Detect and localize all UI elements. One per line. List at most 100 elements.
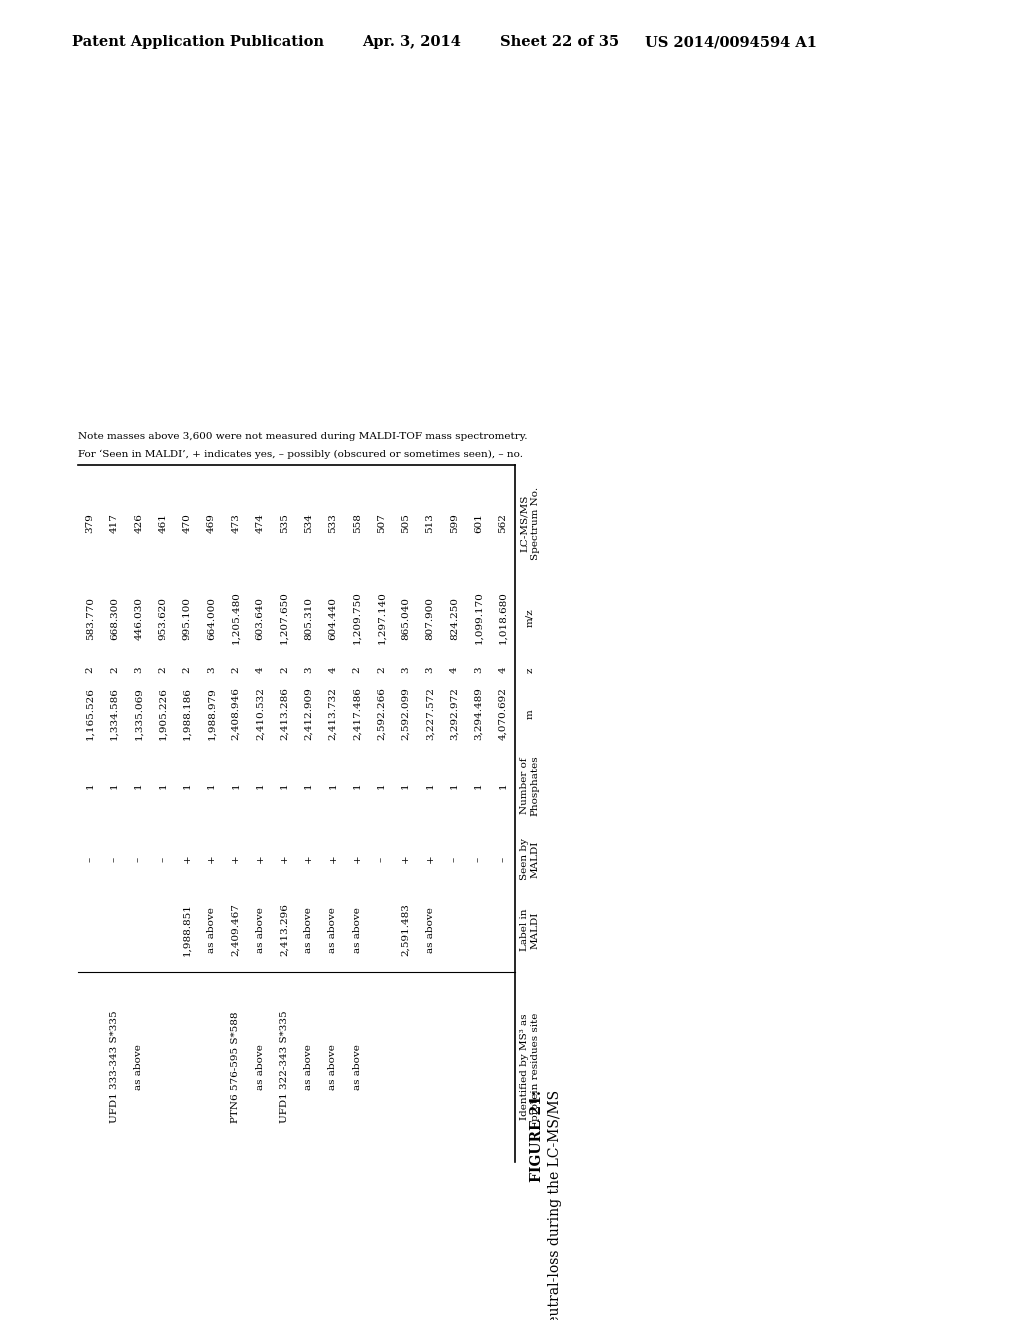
Text: 535: 535 xyxy=(280,513,289,533)
Text: Properties of the peptides that were observed to undergo neutral-loss during the: Properties of the peptides that were obs… xyxy=(548,1090,579,1320)
Text: 2,591.483: 2,591.483 xyxy=(401,904,411,957)
Text: 469: 469 xyxy=(207,513,216,533)
Text: 2,408.946: 2,408.946 xyxy=(231,688,241,741)
Text: 604.440: 604.440 xyxy=(329,597,338,639)
Text: 805.310: 805.310 xyxy=(304,597,313,639)
Text: 3,292.972: 3,292.972 xyxy=(450,688,459,741)
Text: 2: 2 xyxy=(352,667,361,673)
Text: 1: 1 xyxy=(426,783,434,789)
Text: 3: 3 xyxy=(304,667,313,673)
Text: 2: 2 xyxy=(377,667,386,673)
Text: 534: 534 xyxy=(304,513,313,533)
Text: 3,227.572: 3,227.572 xyxy=(426,688,434,741)
Text: 1: 1 xyxy=(329,783,338,789)
Text: 4: 4 xyxy=(256,667,264,673)
Text: 1: 1 xyxy=(231,783,241,789)
Text: m: m xyxy=(525,709,535,719)
Text: US 2014/0094594 A1: US 2014/0094594 A1 xyxy=(645,36,817,49)
Text: 4,070.692: 4,070.692 xyxy=(499,688,507,741)
Text: PTN6 576-595 S*588: PTN6 576-595 S*588 xyxy=(231,1011,241,1123)
Text: 2,592.099: 2,592.099 xyxy=(401,688,411,741)
Text: as above: as above xyxy=(352,1044,361,1090)
Text: 1: 1 xyxy=(377,783,386,789)
Text: –: – xyxy=(159,857,168,862)
Text: 1,335.069: 1,335.069 xyxy=(134,688,143,741)
Text: 1: 1 xyxy=(110,783,119,789)
Text: 513: 513 xyxy=(426,513,434,533)
Text: as above: as above xyxy=(256,1044,264,1090)
Text: 473: 473 xyxy=(231,513,241,533)
Text: 2: 2 xyxy=(110,667,119,673)
Text: 2,413.296: 2,413.296 xyxy=(280,904,289,957)
Text: Note masses above 3,600 were not measured during MALDI-TOF mass spectrometry.: Note masses above 3,600 were not measure… xyxy=(78,432,527,441)
Text: as above: as above xyxy=(207,907,216,953)
Text: 558: 558 xyxy=(352,513,361,533)
Text: FIGURE 21:: FIGURE 21: xyxy=(530,1090,544,1181)
Text: Number of
Phosphates: Number of Phosphates xyxy=(520,755,540,816)
Text: 2,413.286: 2,413.286 xyxy=(280,688,289,741)
Text: –: – xyxy=(110,857,119,862)
Text: 3: 3 xyxy=(474,667,483,673)
Text: 583.770: 583.770 xyxy=(86,597,94,639)
Text: as above: as above xyxy=(352,907,361,953)
Text: Seen by
MALDI: Seen by MALDI xyxy=(520,838,540,880)
Text: +: + xyxy=(304,854,313,863)
Text: 599: 599 xyxy=(450,513,459,533)
Text: 1: 1 xyxy=(86,783,94,789)
Text: 2,592.266: 2,592.266 xyxy=(377,688,386,741)
Text: –: – xyxy=(86,857,94,862)
Text: 601: 601 xyxy=(474,513,483,533)
Text: 446.030: 446.030 xyxy=(134,597,143,639)
Text: 379: 379 xyxy=(86,513,94,533)
Text: +: + xyxy=(207,854,216,863)
Text: 1,099.170: 1,099.170 xyxy=(474,591,483,644)
Text: 824.250: 824.250 xyxy=(450,597,459,639)
Text: –: – xyxy=(377,857,386,862)
Text: +: + xyxy=(401,854,411,863)
Text: 4: 4 xyxy=(329,667,338,673)
Text: 1,334.586: 1,334.586 xyxy=(110,688,119,741)
Text: 426: 426 xyxy=(134,513,143,533)
Text: 1: 1 xyxy=(352,783,361,789)
Text: 2,410.532: 2,410.532 xyxy=(256,688,264,741)
Text: 664.000: 664.000 xyxy=(207,597,216,639)
Text: as above: as above xyxy=(426,907,434,953)
Text: 533: 533 xyxy=(329,513,338,533)
Text: 2: 2 xyxy=(182,667,191,673)
Text: Label in
MALDI: Label in MALDI xyxy=(520,908,540,952)
Text: as above: as above xyxy=(256,907,264,953)
Text: 1: 1 xyxy=(499,783,507,789)
Text: 1: 1 xyxy=(134,783,143,789)
Text: 474: 474 xyxy=(256,513,264,533)
Text: 1,988.979: 1,988.979 xyxy=(207,688,216,741)
Text: 1,988.186: 1,988.186 xyxy=(182,688,191,741)
Text: 417: 417 xyxy=(110,513,119,533)
Text: –: – xyxy=(450,857,459,862)
Text: For ‘Seen in MALDI’, + indicates yes, – possibly (obscured or sometimes seen), –: For ‘Seen in MALDI’, + indicates yes, – … xyxy=(78,450,523,459)
Text: +: + xyxy=(329,854,338,863)
Text: 2,417.486: 2,417.486 xyxy=(352,688,361,741)
Text: 2: 2 xyxy=(159,667,168,673)
Text: 1,209.750: 1,209.750 xyxy=(352,591,361,644)
Text: LC-MS/MS
Spectrum No.: LC-MS/MS Spectrum No. xyxy=(520,487,540,560)
Text: UFD1 322-343 S*335: UFD1 322-343 S*335 xyxy=(280,1011,289,1123)
Text: 3,294.489: 3,294.489 xyxy=(474,688,483,741)
Text: 1: 1 xyxy=(450,783,459,789)
Text: 2,413.732: 2,413.732 xyxy=(329,688,338,741)
Text: as above: as above xyxy=(304,1044,313,1090)
Text: 507: 507 xyxy=(377,513,386,533)
Text: 603.640: 603.640 xyxy=(256,597,264,639)
Text: 505: 505 xyxy=(401,513,411,533)
Text: +: + xyxy=(256,854,264,863)
Text: –: – xyxy=(134,857,143,862)
Text: Sheet 22 of 35: Sheet 22 of 35 xyxy=(500,36,620,49)
Text: 995.100: 995.100 xyxy=(182,597,191,639)
Text: –: – xyxy=(499,857,507,862)
Text: +: + xyxy=(182,854,191,863)
Text: Patent Application Publication: Patent Application Publication xyxy=(72,36,324,49)
Text: 3: 3 xyxy=(401,667,411,673)
Text: 562: 562 xyxy=(499,513,507,533)
Text: 1,207.650: 1,207.650 xyxy=(280,591,289,644)
Text: 1,988.851: 1,988.851 xyxy=(182,904,191,957)
Text: 953.620: 953.620 xyxy=(159,597,168,639)
